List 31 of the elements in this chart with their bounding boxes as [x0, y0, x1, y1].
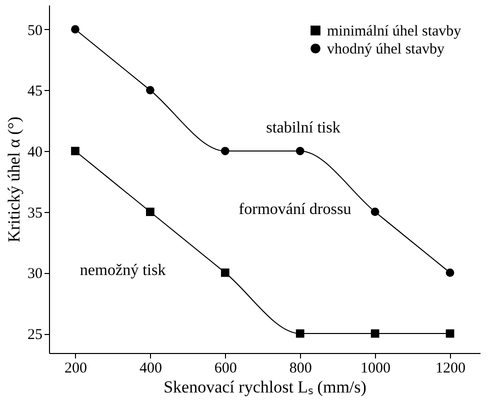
annotation: formování drossu [238, 201, 352, 218]
x-axis-title: Skenovací rychlost Lₛ (mm/s) [164, 378, 366, 396]
y-tick-label: 35 [28, 205, 42, 222]
y-axis-title: Kritický úhel α (°) [4, 116, 24, 242]
y-tick-label: 50 [28, 22, 42, 39]
y-tick-label: 45 [28, 84, 42, 100]
x-tick-label: 1200 [436, 360, 466, 376]
point [220, 268, 230, 277]
point [370, 329, 380, 338]
point [71, 146, 80, 156]
point [220, 146, 230, 156]
legend-label: vhodný úhel stavby [327, 42, 445, 58]
x-tick-label: 800 [289, 360, 312, 376]
x-tick-label: 600 [214, 360, 237, 376]
y-tick-label: 30 [28, 266, 42, 282]
x-tick-label: 200 [64, 360, 87, 376]
point [146, 86, 154, 94]
legend-label: minimální úhel stavby [327, 24, 462, 40]
point [296, 329, 304, 338]
point [296, 146, 304, 156]
point [446, 329, 454, 338]
y-tick-label: 40 [28, 144, 42, 161]
annotation: nemožný tisk [80, 262, 166, 280]
point [446, 268, 454, 277]
x-tick-label: 400 [139, 360, 162, 376]
annotation: stabilní tisk [266, 119, 340, 136]
y-tick-label: 25 [28, 327, 42, 344]
point [71, 25, 80, 34]
point [146, 208, 154, 216]
x-tick-label: 1000 [360, 360, 391, 376]
point [370, 208, 380, 216]
